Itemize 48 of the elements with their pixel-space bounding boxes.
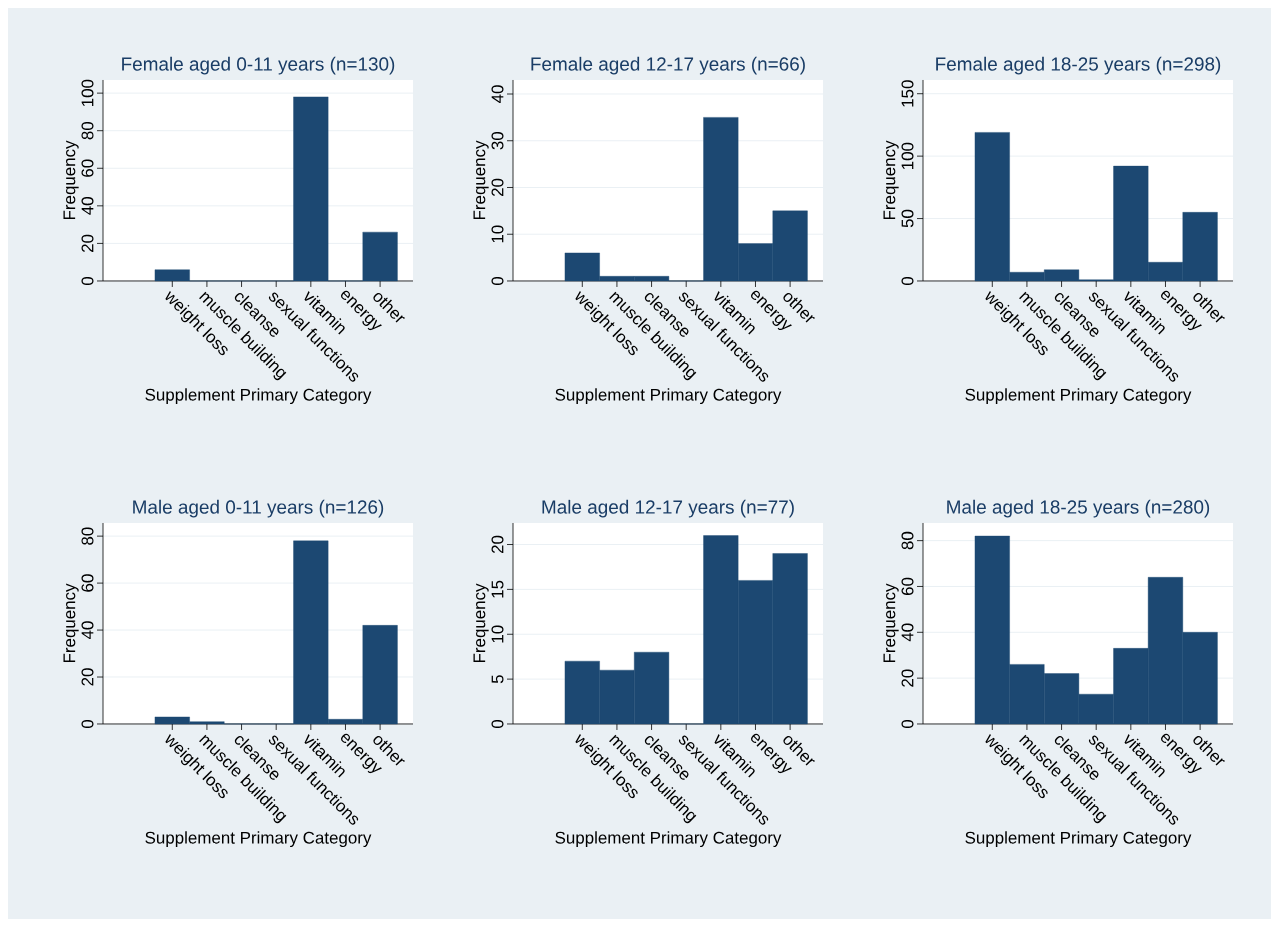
- y-axis-title: Frequency: [473, 140, 489, 220]
- x-axis-title: Supplement Primary Category: [145, 388, 372, 405]
- y-tick-label: 0: [901, 719, 914, 729]
- x-axis-title: Supplement Primary Category: [145, 831, 372, 848]
- y-tick-label: 60: [901, 577, 914, 596]
- y-tick-label: 5: [491, 675, 504, 684]
- y-tick-label: 20: [81, 234, 94, 252]
- x-axis-title: Supplement Primary Category: [555, 831, 782, 848]
- y-axis-title: Frequency: [473, 583, 489, 663]
- y-tick-label: 100: [81, 79, 94, 106]
- x-axis-title: Supplement Primary Category: [965, 388, 1192, 405]
- y-tick-label: 20: [491, 178, 504, 197]
- chart-title: Female aged 12-17 years (n=66): [531, 56, 805, 75]
- y-tick-label: 20: [81, 668, 94, 686]
- y-tick-label: 15: [491, 580, 504, 598]
- y-tick-label: 100: [901, 142, 914, 169]
- y-tick-label: 40: [81, 621, 94, 640]
- y-tick-label: 40: [491, 85, 504, 104]
- chart-title: Female aged 18-25 years (n=298): [936, 56, 1221, 75]
- y-tick-label: 80: [81, 121, 94, 140]
- y-tick-label: 50: [901, 209, 914, 228]
- y-tick-label: 30: [491, 131, 504, 150]
- y-tick-label: 20: [901, 669, 914, 687]
- chart-title: Male aged 0-11 years (n=126): [133, 499, 384, 518]
- y-tick-label: 60: [81, 574, 94, 592]
- y-axis-title: Frequency: [883, 583, 899, 663]
- y-tick-label: 0: [81, 276, 94, 286]
- y-tick-label: 60: [81, 159, 94, 177]
- y-tick-label: 80: [81, 527, 94, 545]
- x-axis-title: Supplement Primary Category: [555, 388, 782, 405]
- y-tick-label: 20: [491, 535, 504, 554]
- y-tick-label: 40: [901, 623, 914, 642]
- chart-title: Female aged 0-11 years (n=130): [122, 56, 395, 75]
- y-tick-label: 0: [491, 276, 504, 286]
- y-tick-label: 0: [901, 276, 914, 286]
- chart-title: Male aged 12-17 years (n=77): [542, 499, 794, 518]
- y-axis-title: Frequency: [883, 140, 899, 220]
- y-axis-title: Frequency: [63, 140, 79, 220]
- y-tick-label: 10: [491, 625, 504, 643]
- y-axis-title: Frequency: [63, 583, 79, 663]
- y-tick-label: 80: [901, 531, 914, 550]
- y-tick-label: 10: [491, 225, 504, 243]
- y-tick-label: 0: [491, 719, 504, 729]
- y-tick-label: 40: [81, 197, 94, 215]
- x-axis-title: Supplement Primary Category: [965, 831, 1192, 848]
- y-tick-label: 150: [901, 80, 914, 107]
- chart-title: Male aged 18-25 years (n=280): [947, 499, 1210, 518]
- y-tick-label: 0: [81, 719, 94, 729]
